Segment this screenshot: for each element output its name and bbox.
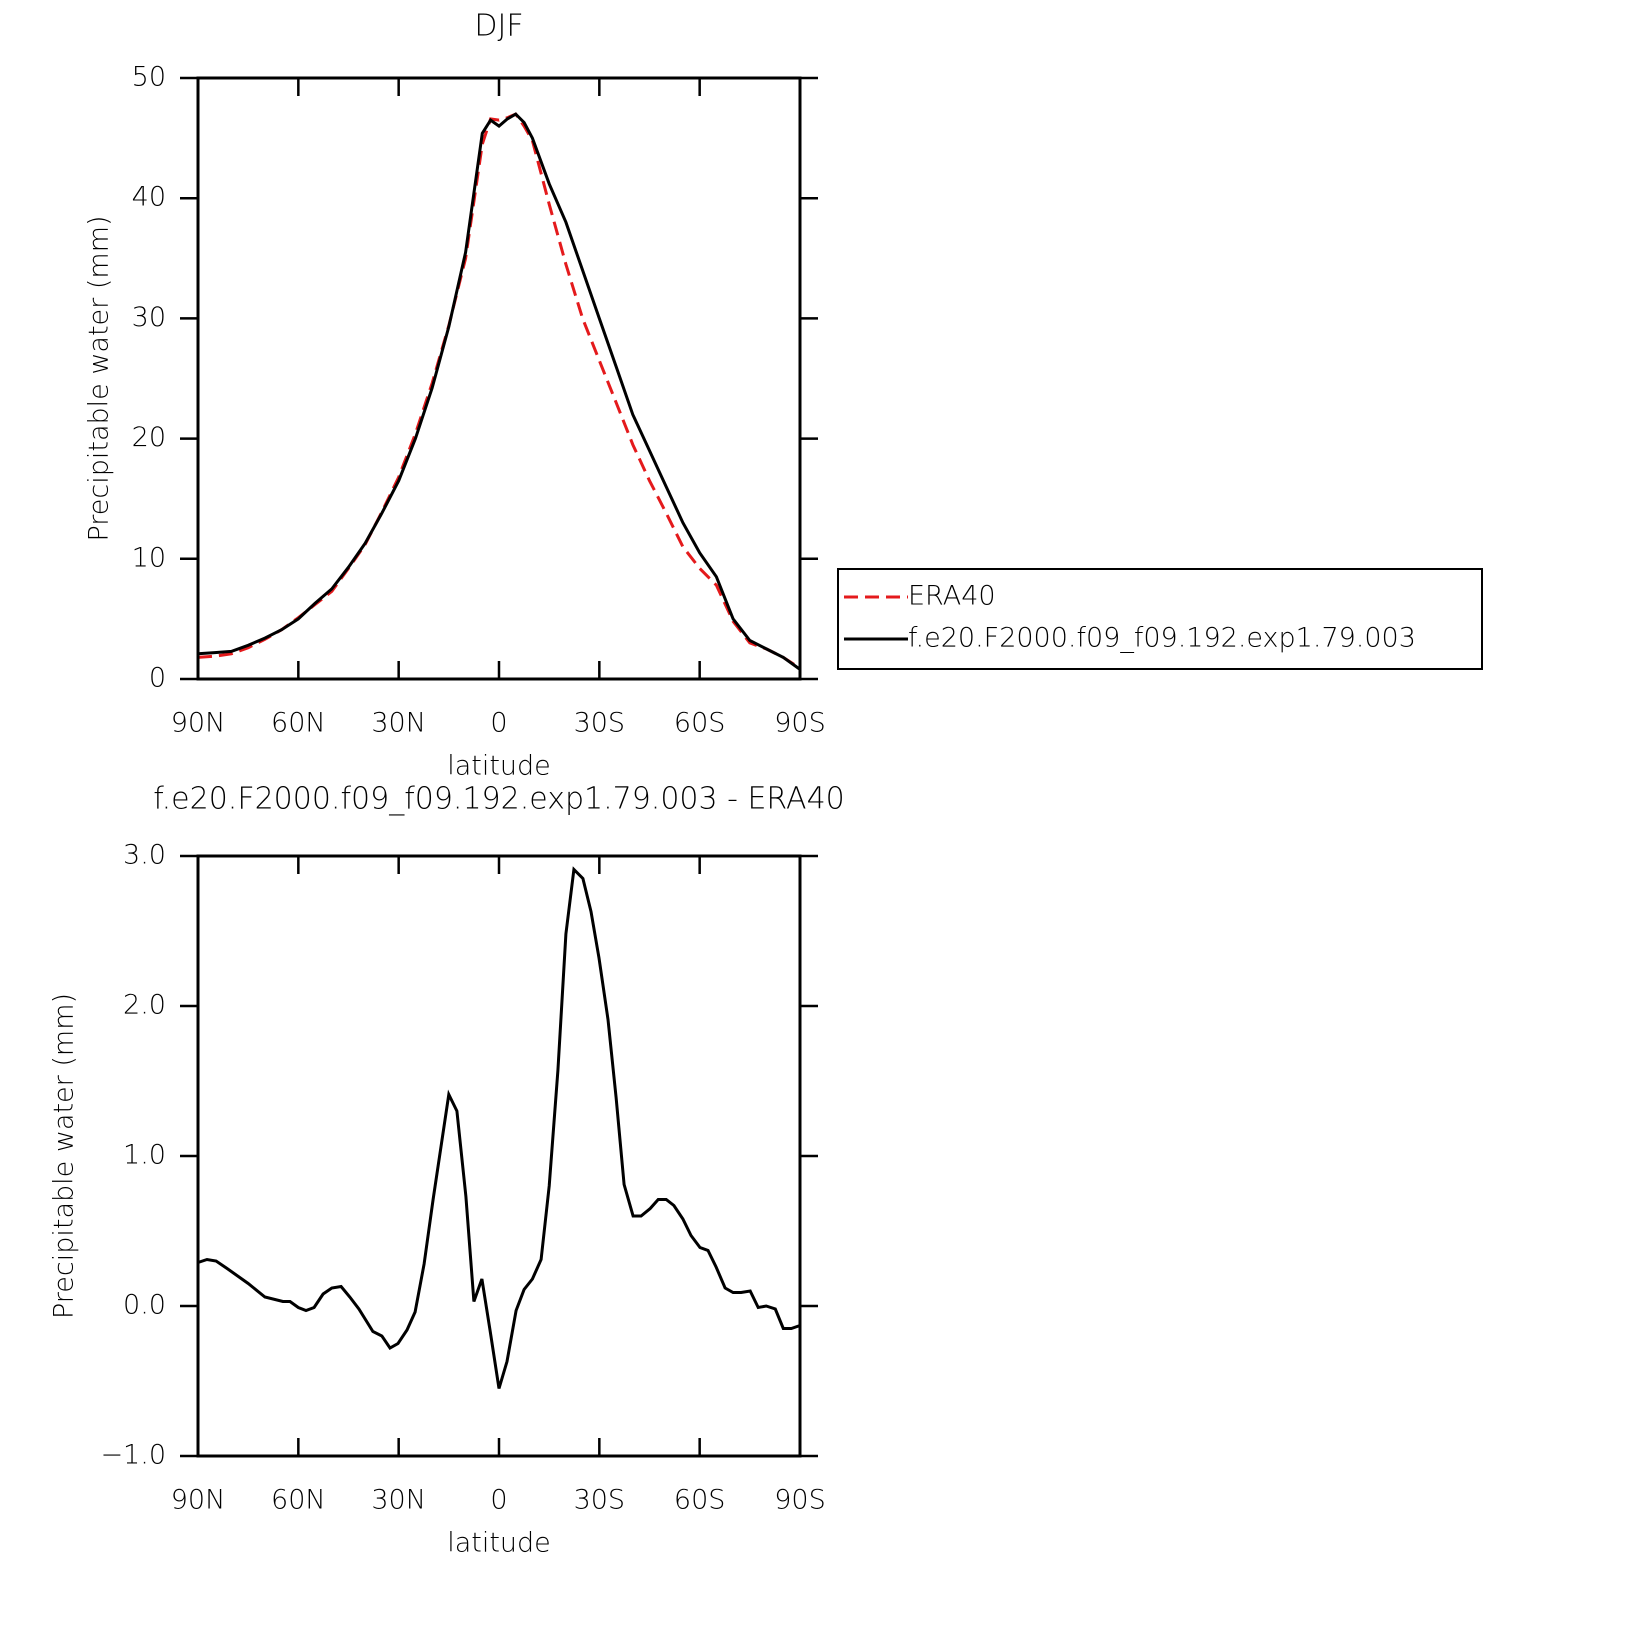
y-tick-label: 40: [132, 182, 166, 213]
y-tick-label: 1.0: [123, 1140, 166, 1171]
x-tick-label: 0: [490, 708, 507, 739]
legend-label: ERA40: [908, 581, 996, 612]
data-line: [197, 112, 801, 670]
y-tick-label: 10: [132, 542, 166, 573]
legend-box: [837, 568, 1483, 670]
y-axis-label: Precipitable water (mm): [84, 215, 115, 541]
x-tick-label: 30S: [574, 1485, 626, 1516]
x-tick-label: 90N: [171, 708, 226, 739]
x-tick-label: 90N: [171, 1485, 226, 1516]
x-tick-label: 30S: [574, 708, 626, 739]
x-tick-label: 60S: [674, 708, 726, 739]
data-line: [197, 112, 801, 671]
x-tick-label: 30N: [371, 708, 426, 739]
chart-title: DJF: [474, 9, 523, 44]
y-tick-label: 0: [149, 663, 166, 694]
y-axis-label: Precipitable water (mm): [49, 993, 80, 1319]
x-tick-label: 90S: [774, 708, 826, 739]
y-tick-label: 20: [132, 422, 166, 453]
chart-title: f.e20.F2000.f09_f09.192.exp1.79.003 - ER…: [153, 782, 845, 817]
plot-frame: [196, 854, 802, 1458]
x-tick-label: 30N: [371, 1485, 426, 1516]
y-tick-label: 30: [132, 302, 166, 333]
y-tick-label: 0.0: [123, 1290, 166, 1321]
y-tick-label: 3.0: [123, 840, 166, 871]
data-line: [197, 866, 801, 1389]
x-axis-label: latitude: [447, 751, 551, 782]
plot-frame: [196, 76, 802, 681]
x-axis-label: latitude: [447, 1528, 551, 1559]
x-tick-label: 0: [490, 1485, 507, 1516]
x-tick-label: 60N: [271, 708, 326, 739]
x-tick-label: 60N: [271, 1485, 326, 1516]
x-tick-label: 90S: [774, 1485, 826, 1516]
y-tick-label: 50: [132, 62, 166, 93]
y-tick-label: 2.0: [123, 990, 166, 1021]
legend-label: f.e20.F2000.f09_f09.192.exp1.79.003: [908, 623, 1416, 654]
y-tick-label: −1.0: [100, 1440, 166, 1471]
x-tick-label: 60S: [674, 1485, 726, 1516]
